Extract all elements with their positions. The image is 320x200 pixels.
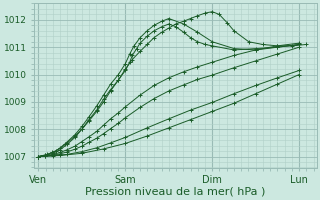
X-axis label: Pression niveau de la mer( hPa ): Pression niveau de la mer( hPa ) <box>85 187 266 197</box>
